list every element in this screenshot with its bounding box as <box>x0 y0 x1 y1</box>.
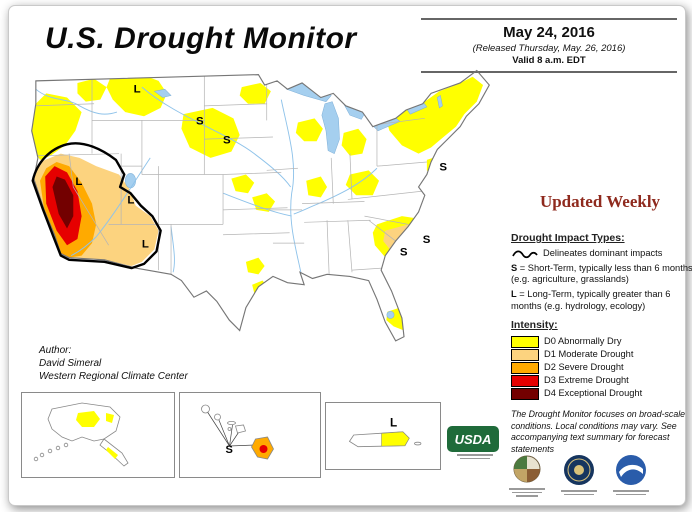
inset-puerto-rico: L <box>325 402 441 470</box>
marker-L-puerto-rico: L <box>390 416 397 429</box>
page-title: U.S. Drought Monitor <box>45 22 357 55</box>
inset-hawaii: S <box>179 392 321 478</box>
legend-label-d2: D2 Severe Drought <box>544 361 624 372</box>
legend-row: D2 Severe Drought <box>511 361 692 374</box>
noaa-logo-icon <box>616 455 646 485</box>
hawaii-impact-lines <box>207 411 256 447</box>
marker-S-montana: S <box>196 116 204 128</box>
inset-alaska <box>21 392 175 478</box>
dominant-impacts-outline <box>31 142 162 270</box>
legend-label-d3: D3 Extreme Drought <box>544 374 629 385</box>
legend-row: D0 Abnormally Dry <box>511 335 692 348</box>
drought-mitigation-center-logo <box>509 454 545 497</box>
usda-logo: USDA <box>447 426 503 459</box>
valid-time: Valid 8 a.m. EDT <box>512 55 586 66</box>
legend-row: D4 Exceptional Drought <box>511 387 692 400</box>
legend-row: D3 Extreme Drought <box>511 374 692 387</box>
legend-label-d4: D4 Exceptional Drought <box>544 387 643 398</box>
marker-S-georgia: S <box>423 234 431 246</box>
marker-L-nevada: L <box>127 195 134 207</box>
alaska-map-svg <box>33 402 129 467</box>
department-of-commerce-seal <box>561 454 597 497</box>
long-term-definition: L = Long-Term, typically greater than 6 … <box>511 288 671 311</box>
author-org: Western Regional Climate Center <box>39 371 188 382</box>
legend-label-d0: D0 Abnormally Dry <box>544 335 622 346</box>
marker-S-midatlantic: S <box>439 161 447 173</box>
noaa-logo <box>613 454 649 497</box>
puerto-rico-map-svg: L <box>348 416 422 448</box>
intensity-heading: Intensity: <box>511 319 558 332</box>
legend-label-d1: D1 Moderate Drought <box>544 348 634 359</box>
author-name: David Simeral <box>39 358 102 369</box>
noaa-caption-lines <box>613 490 649 495</box>
commerce-seal-icon <box>564 455 594 485</box>
state-borders <box>33 74 427 275</box>
rivers-layer <box>35 86 378 279</box>
ndmc-caption-lines <box>509 488 545 497</box>
alaska-d0-patches <box>76 411 118 459</box>
impact-line-icon <box>512 250 538 259</box>
impact-types-heading: Drought Impact Types: <box>511 232 625 244</box>
legend-swatch-d4 <box>511 387 539 400</box>
legend-swatch-d0 <box>511 335 539 348</box>
usda-logo-box: USDA <box>447 426 499 452</box>
impact-delineates-label: Delineates dominant impacts <box>543 248 663 259</box>
marker-L-arizona: L <box>142 238 149 250</box>
marker-S-hawaii: S <box>226 444 233 456</box>
us-map-svg: L S S L L L S S S <box>31 69 490 342</box>
hawaii-map-svg: S <box>201 404 274 460</box>
map-date: May 24, 2016 <box>503 24 595 41</box>
legend-swatch-d1 <box>511 348 539 361</box>
disclaimer-text: The Drought Monitor focuses on broad-sca… <box>511 409 686 454</box>
us-outline <box>31 69 490 342</box>
legend-panel: Drought Impact Types: Delineates dominan… <box>511 232 692 455</box>
marker-S-wyoming: S <box>223 134 231 146</box>
marker-S-alabama: S <box>400 247 408 259</box>
updated-weekly-note: Updated Weekly <box>539 192 661 211</box>
usda-caption-lines <box>447 454 503 459</box>
puerto-rico-d0 <box>381 431 410 447</box>
release-date: (Released Thursday, May. 26, 2016) <box>472 43 626 54</box>
us-map: L S S L L L S S S <box>19 58 503 398</box>
legend-swatch-d3 <box>511 374 539 387</box>
legend-row: D1 Moderate Drought <box>511 348 692 361</box>
hawaii-big-island-d3 <box>259 445 268 453</box>
date-block: May 24, 2016 (Released Thursday, May. 26… <box>421 18 677 73</box>
legend-swatch-d2 <box>511 361 539 374</box>
marker-L-montana: L <box>134 83 141 95</box>
short-term-definition: S = Short-Term, typically less than 6 mo… <box>511 262 692 285</box>
author-block: Author: David Simeral Western Regional C… <box>39 344 188 383</box>
drought-layers <box>31 74 484 331</box>
drought-monitor-card: U.S. Drought Monitor May 24, 2016 (Relea… <box>8 5 692 506</box>
d4-exceptional-drought-layer <box>52 176 74 229</box>
partner-logos <box>509 454 649 497</box>
author-label: Author: <box>39 345 72 356</box>
marker-L-california: L <box>75 176 82 188</box>
commerce-caption-lines <box>561 490 597 495</box>
ndmc-logo-icon <box>513 455 541 483</box>
